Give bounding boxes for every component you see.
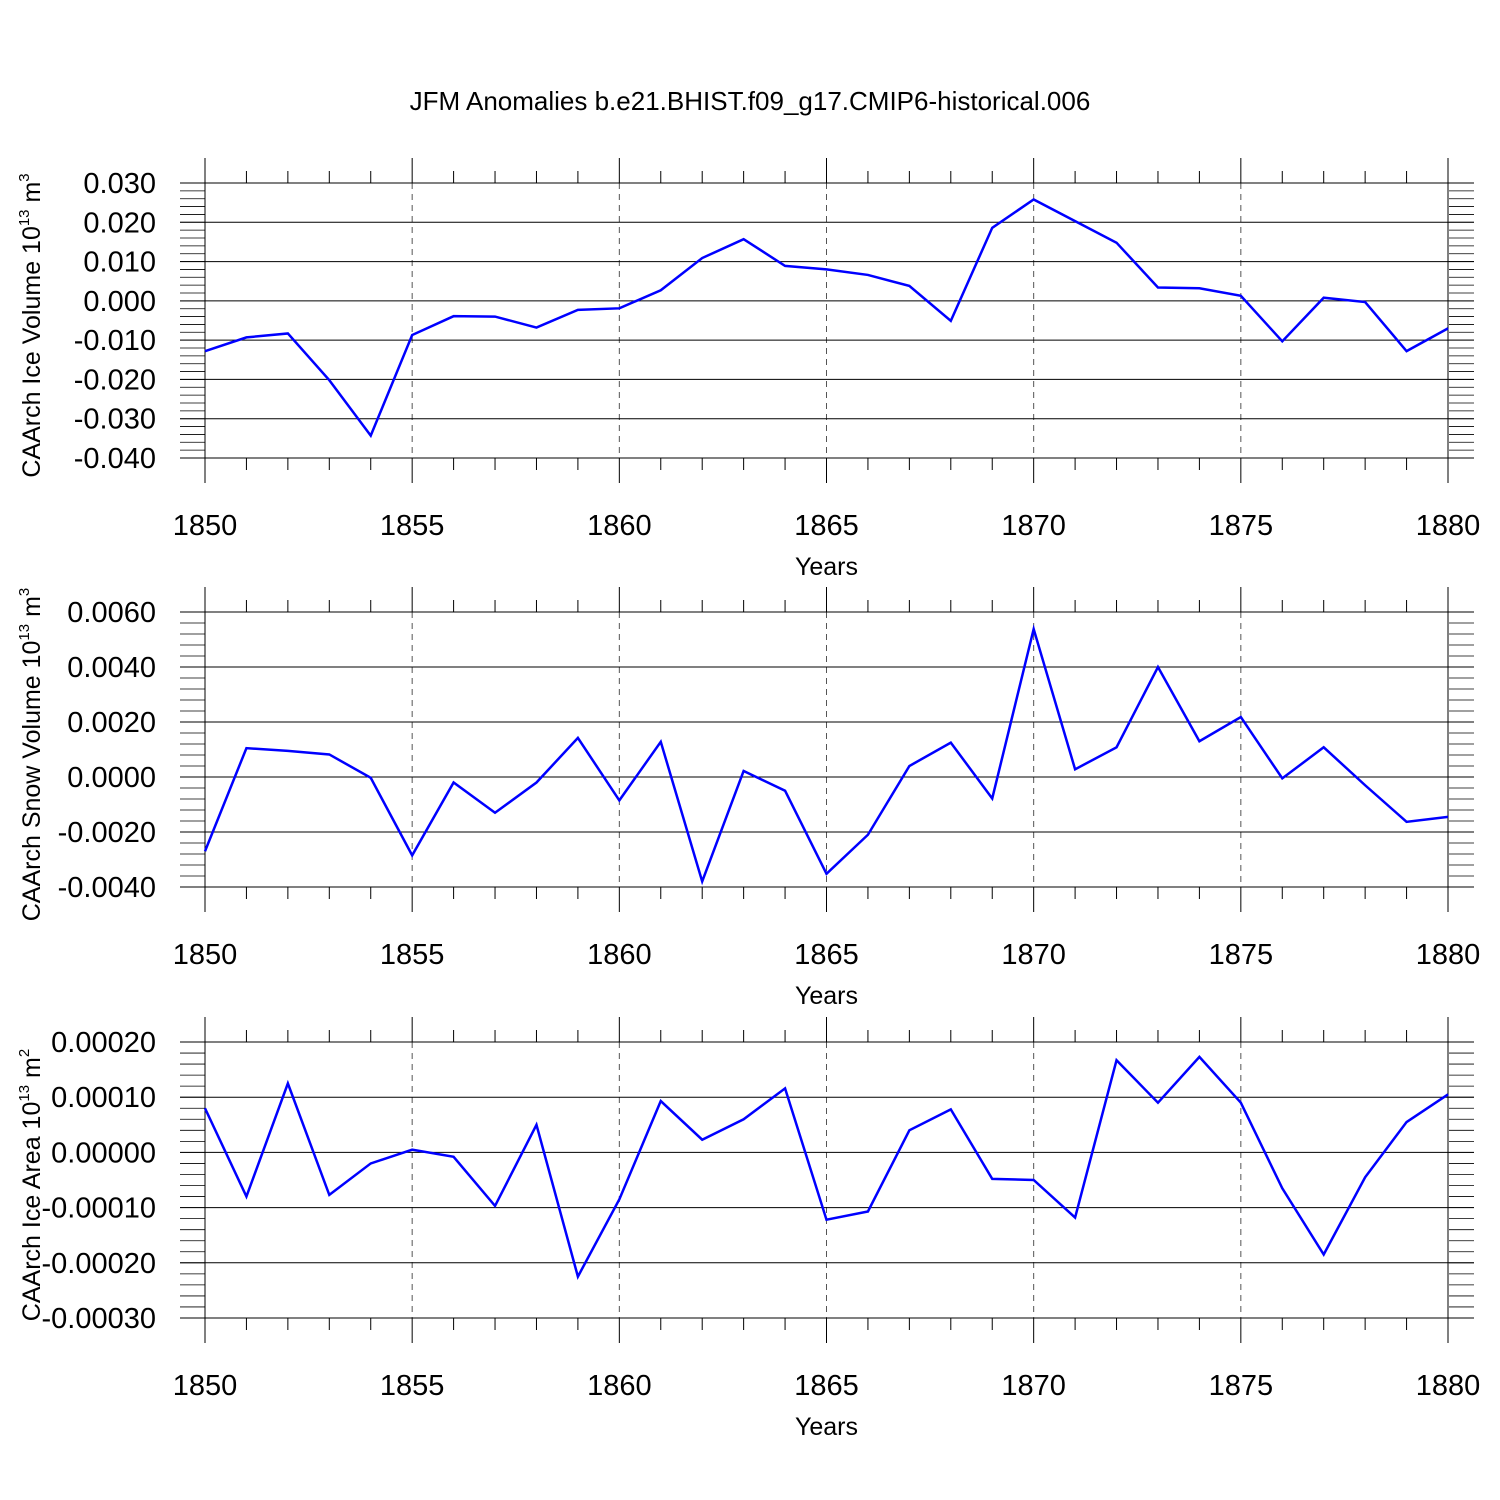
x-tick-label: 1855 [380, 1370, 445, 1402]
y-title-unit-exponent: 3 [16, 173, 33, 181]
y-tick-label: 0.0020 [67, 707, 156, 739]
x-tick-label: 1875 [1209, 510, 1274, 542]
y-title-exponent: 13 [16, 624, 33, 641]
y-tick-label: 0.0000 [67, 762, 156, 794]
x-tick-label: 1880 [1416, 939, 1481, 971]
y-tick-label: 0.000 [83, 286, 156, 318]
x-tick-label: 1850 [173, 510, 238, 542]
y-tick-label: 0.0060 [67, 597, 156, 629]
y-tick-label: -0.0020 [58, 817, 156, 849]
panel-ice-volume: -0.040 -0.030 -0.020 -0.010 0.000 0.010 0.020 0… [16, 158, 1480, 581]
y-tick-label: 0.030 [83, 168, 156, 200]
x-tick-label: 1880 [1416, 510, 1481, 542]
y-tick-label: -0.010 [74, 325, 156, 357]
y-tick-label: 0.00020 [51, 1027, 156, 1059]
y-title-main: CAArch Snow Volume 10 [18, 641, 46, 922]
y-title-unit: m [18, 182, 46, 210]
y-tick-label: 0.010 [83, 247, 156, 279]
x-tick-label: 1865 [794, 1370, 859, 1402]
y-tick-label: -0.00020 [42, 1248, 157, 1280]
y-tick-label: -0.00010 [42, 1193, 157, 1225]
chart-title: JFM Anomalies b.e21.BHIST.f09_g17.CMIP6-… [410, 86, 1091, 116]
x-tick-label: 1850 [173, 1370, 238, 1402]
x-tick-label: 1880 [1416, 1370, 1481, 1402]
x-tick-label: 1855 [380, 510, 445, 542]
y-axis-title: CAArch Ice Area 1013 m2 [16, 1049, 46, 1321]
y-axis-title: CAArch Ice Volume 1013 m3 [16, 173, 46, 477]
y-tick-label: -0.030 [74, 404, 156, 436]
x-tick-label: 1870 [1001, 939, 1066, 971]
y-tick-label: 0.00000 [51, 1137, 156, 1169]
x-tick-label: 1865 [794, 510, 859, 542]
y-title-exponent: 13 [16, 1085, 33, 1102]
y-tick-label: -0.040 [74, 443, 156, 475]
y-title-main: CAArch Ice Volume 10 [18, 226, 46, 478]
x-axis-title: Years [795, 1413, 858, 1441]
x-axis-title: Years [795, 982, 858, 1010]
y-title-main: CAArch Ice Area 10 [18, 1102, 46, 1322]
y-tick-label: 0.0040 [67, 652, 156, 684]
series-line [204, 198, 1449, 439]
y-tick-label: -0.00030 [42, 1303, 157, 1335]
x-tick-label: 1870 [1001, 1370, 1066, 1402]
y-title-unit: m [18, 1057, 46, 1085]
x-tick-label: 1865 [794, 939, 859, 971]
y-title-unit-exponent: 3 [16, 588, 33, 596]
x-tick-label: 1855 [380, 939, 445, 971]
x-tick-label: 1870 [1001, 510, 1066, 542]
y-tick-label: 0.020 [83, 207, 156, 239]
y-title-exponent: 13 [16, 209, 33, 226]
y-tick-label: 0.00010 [51, 1082, 156, 1114]
x-axis-title: Years [795, 553, 858, 581]
y-tick-label: -0.0040 [58, 872, 156, 904]
x-tick-label: 1860 [587, 510, 652, 542]
y-title-unit-exponent: 2 [16, 1049, 33, 1057]
series-line [203, 624, 1449, 886]
x-tick-label: 1860 [587, 939, 652, 971]
panel-ice-area: -0.00030 -0.00020 -0.00010 0.00000 0.00010 0.… [16, 1017, 1480, 1441]
x-tick-label: 1875 [1209, 939, 1274, 971]
x-tick-label: 1850 [173, 939, 238, 971]
y-tick-label: -0.020 [74, 364, 156, 396]
y-title-unit: m [18, 596, 46, 624]
series-line [203, 1055, 1449, 1280]
y-axis-title: CAArch Snow Volume 1013 m3 [16, 588, 46, 922]
panel-snow-volume: -0.0040 -0.0020 0.0000 0.0020 0.0040 0.0060 18… [16, 587, 1480, 1010]
x-tick-label: 1875 [1209, 1370, 1274, 1402]
x-tick-label: 1860 [587, 1370, 652, 1402]
